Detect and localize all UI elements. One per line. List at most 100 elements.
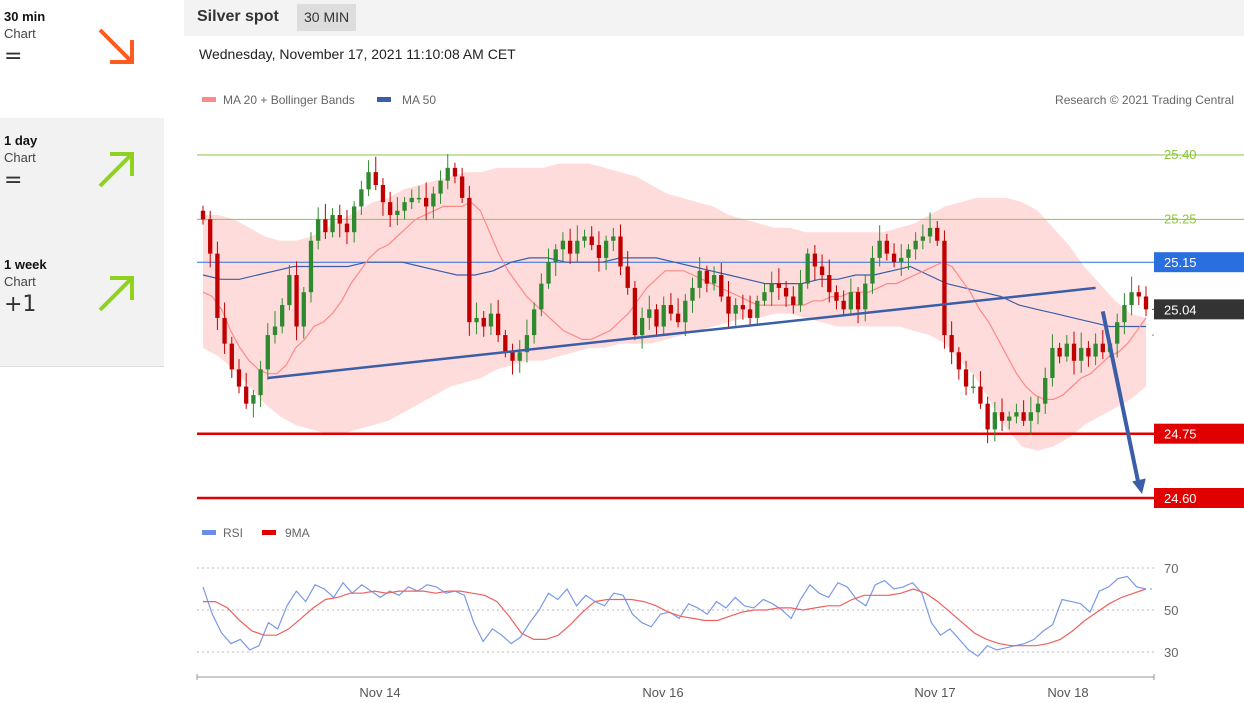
sidebar-item-2[interactable]: 1 week Chart +1 xyxy=(0,242,164,367)
candle-body xyxy=(855,292,861,310)
candle-body xyxy=(366,172,371,190)
candle-body xyxy=(1043,377,1048,404)
candle-body xyxy=(517,352,522,361)
ma20-line xyxy=(202,201,1147,400)
chart-header: Silver spot 30 MIN xyxy=(184,0,1244,36)
candle-body xyxy=(632,287,638,336)
projection-arrow-head xyxy=(1132,478,1146,494)
candle-body xyxy=(863,283,868,310)
candle-body xyxy=(870,257,875,284)
candle-body xyxy=(971,386,976,389)
candle-body xyxy=(1129,292,1134,306)
ma20-legend-label: MA 20 + Bollinger Bands xyxy=(223,93,355,107)
ma50-line xyxy=(202,257,1146,328)
candle-body xyxy=(474,317,479,323)
candle-body xyxy=(834,292,839,301)
candle-body xyxy=(639,317,645,336)
sidebar-item-1[interactable]: 1 day Chart = xyxy=(0,118,164,243)
candle-body xyxy=(431,193,436,207)
level-label-25.25: 25.25 xyxy=(1164,211,1197,226)
x-tick-label: Nov 14 xyxy=(359,685,400,700)
candle-body xyxy=(524,335,530,353)
arrow-down-right-icon xyxy=(98,28,134,64)
candle-body xyxy=(316,219,321,241)
candle-body xyxy=(625,266,630,288)
chart-area: MA 20 + Bollinger Bands MA 50 Research © 2… xyxy=(196,93,1244,700)
candle-body xyxy=(1057,347,1062,357)
candle-body xyxy=(719,275,724,297)
sidebar-item-value: +1 xyxy=(4,292,37,317)
candle-body xyxy=(992,412,997,430)
level-label-24.60: 24.60 xyxy=(1164,491,1197,506)
candle-body xyxy=(481,317,486,327)
candle-body xyxy=(1035,403,1041,413)
candle-body xyxy=(395,210,400,216)
candle-body xyxy=(985,403,990,430)
candle-body xyxy=(755,300,760,318)
candle-body xyxy=(654,309,659,327)
candle-body xyxy=(251,395,256,404)
candle-body xyxy=(567,240,573,254)
candle-body xyxy=(1021,412,1026,421)
x-tick-label: Nov 18 xyxy=(1047,685,1088,700)
candle-body xyxy=(769,283,774,293)
candle-body xyxy=(402,202,407,211)
candle-body xyxy=(200,210,206,220)
candle-body xyxy=(668,305,674,314)
candle-body xyxy=(884,240,890,254)
candle-body xyxy=(416,197,422,200)
candle-body xyxy=(575,240,580,254)
rsi-line xyxy=(202,575,1147,657)
candle-body xyxy=(805,253,810,284)
sidebar-item-title: 1 day xyxy=(4,133,38,148)
candle-body xyxy=(258,369,263,396)
candle-body xyxy=(704,270,710,284)
candle-body xyxy=(697,270,702,288)
sidebar-item-subtitle: Chart xyxy=(4,274,36,289)
timeframe-badge[interactable]: 30 MIN xyxy=(297,4,357,31)
candle-body xyxy=(783,287,789,297)
candle-body xyxy=(553,249,558,263)
candle-body xyxy=(726,296,731,314)
candle-body xyxy=(560,240,566,250)
candle-body xyxy=(582,236,587,241)
level-tag-24.60 xyxy=(1154,488,1244,508)
sidebar-item-0[interactable]: 30 min Chart = xyxy=(0,0,164,119)
candle-body xyxy=(827,275,832,293)
candle-body xyxy=(798,283,803,306)
candle-body xyxy=(1028,412,1033,421)
candle-body xyxy=(359,189,364,207)
sidebar: 30 min Chart = 1 day Chart = 1 week Chart +1 xyxy=(0,0,164,703)
candle-body xyxy=(215,253,220,318)
page-title: Silver spot xyxy=(197,8,279,25)
candle-body xyxy=(819,266,825,276)
rsi-legend-label: RSI xyxy=(223,526,243,540)
sidebar-item-subtitle: Chart xyxy=(4,150,36,165)
candle-body xyxy=(589,236,594,246)
candle-body xyxy=(920,236,926,241)
rsi-ma-legend-label: 9MA xyxy=(285,526,310,540)
candle-body xyxy=(409,197,414,203)
candle-body xyxy=(927,227,933,237)
candle-body xyxy=(380,185,386,203)
arrow-up-right-icon xyxy=(98,276,134,312)
bollinger-band xyxy=(203,163,1146,451)
candle-body xyxy=(1136,292,1141,297)
sidebar-item-title: 1 week xyxy=(4,257,47,272)
candle-body xyxy=(445,167,450,181)
sidebar-item-title: 30 min xyxy=(4,9,46,24)
candle-body xyxy=(337,215,342,224)
candle-body xyxy=(899,257,904,263)
candle-body xyxy=(488,313,494,327)
rsi-tick-50: 50 xyxy=(1164,603,1178,618)
level-tag-25.04 xyxy=(1154,299,1244,320)
candle-body xyxy=(603,240,609,258)
candle-body xyxy=(891,253,897,263)
ma20-legend-swatch xyxy=(202,97,216,102)
candle-body xyxy=(208,219,213,254)
candle-body xyxy=(352,206,357,233)
candle-body xyxy=(776,283,782,288)
candle-body xyxy=(647,309,652,318)
candle-body xyxy=(323,219,328,233)
candle-body xyxy=(848,292,854,310)
